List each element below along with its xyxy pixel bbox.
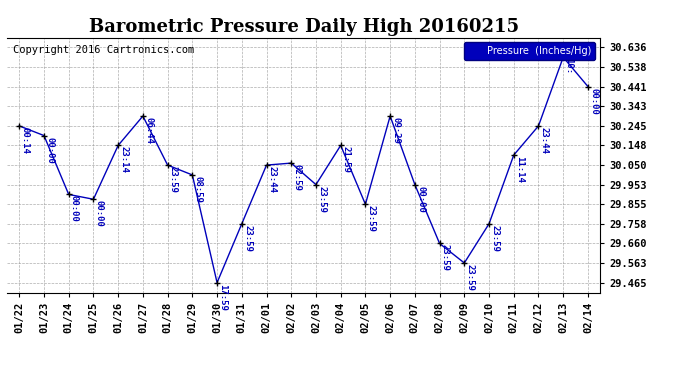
Text: 21:59: 21:59 bbox=[342, 146, 351, 173]
Text: 11:14: 11:14 bbox=[515, 156, 524, 183]
Text: 09:29: 09:29 bbox=[391, 117, 400, 144]
Text: 23:44: 23:44 bbox=[268, 166, 277, 193]
Text: 00:00: 00:00 bbox=[589, 87, 598, 114]
Text: 00:00: 00:00 bbox=[46, 136, 55, 164]
Text: 23:59: 23:59 bbox=[466, 264, 475, 291]
Text: 23:59: 23:59 bbox=[169, 166, 178, 193]
Text: 00:00: 00:00 bbox=[95, 200, 103, 227]
Text: 23:14: 23:14 bbox=[119, 146, 128, 173]
Text: 23:59: 23:59 bbox=[491, 225, 500, 252]
Legend: Pressure  (Inches/Hg): Pressure (Inches/Hg) bbox=[464, 42, 595, 60]
Text: 17:59: 17:59 bbox=[218, 284, 227, 310]
Text: 00:00: 00:00 bbox=[416, 186, 425, 213]
Text: 23:59: 23:59 bbox=[317, 186, 326, 213]
Text: 00:14: 00:14 bbox=[21, 127, 30, 154]
Text: 00:00: 00:00 bbox=[70, 195, 79, 222]
Text: 06:44: 06:44 bbox=[144, 117, 153, 144]
Text: 02:59: 02:59 bbox=[293, 164, 302, 191]
Text: Copyright 2016 Cartronics.com: Copyright 2016 Cartronics.com bbox=[13, 45, 194, 55]
Text: 23:59: 23:59 bbox=[243, 225, 252, 252]
Text: 10:: 10: bbox=[564, 58, 573, 74]
Title: Barometric Pressure Daily High 20160215: Barometric Pressure Daily High 20160215 bbox=[88, 18, 519, 36]
Text: 23:44: 23:44 bbox=[540, 127, 549, 154]
Text: 23:59: 23:59 bbox=[366, 205, 375, 232]
Text: 23:59: 23:59 bbox=[441, 244, 450, 272]
Text: 08:59: 08:59 bbox=[194, 176, 203, 203]
